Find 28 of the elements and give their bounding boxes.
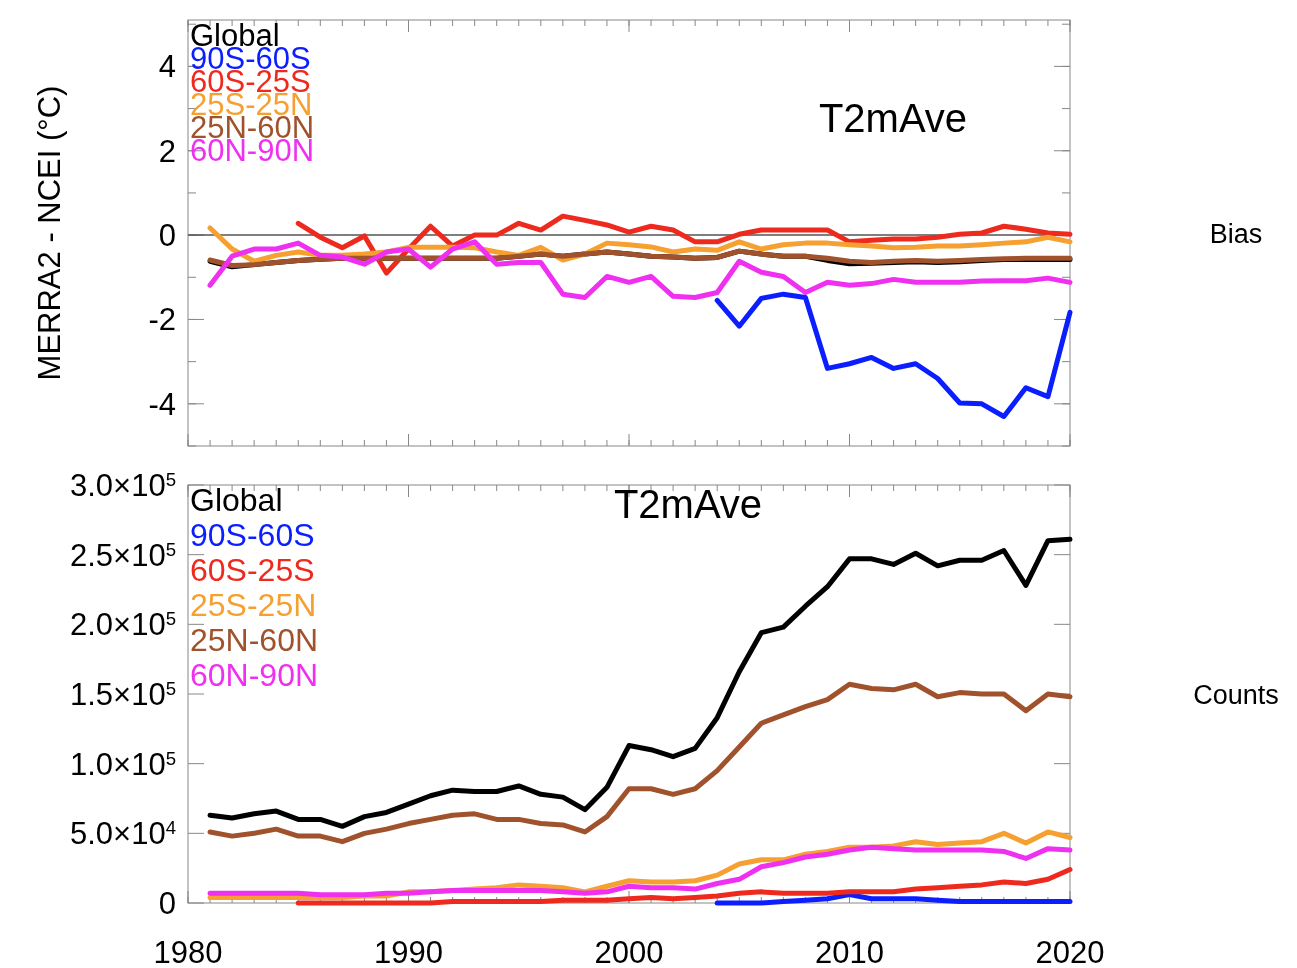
y-tick-label: -4: [148, 386, 176, 422]
text: Counts: [1193, 680, 1279, 710]
x-tick-label: 2000: [594, 935, 664, 968]
x-tick-label: 2020: [1035, 935, 1105, 968]
x-tick-label: 2010: [815, 935, 884, 968]
y-tick-label: 2: [158, 133, 176, 169]
text: 90S-60S: [190, 517, 315, 553]
y-tick-label: 1.0×10$^{5}$: [69, 746, 176, 782]
text: T2mAve: [818, 96, 968, 140]
y-axis-title: MERRA2 - NCEI (°C): [32, 85, 67, 381]
text: Bias: [1209, 219, 1263, 249]
text: Global: [190, 482, 283, 518]
y-tick-label: 0: [158, 217, 176, 253]
y-tick-label: 1.5×10$^{5}$: [69, 676, 176, 712]
y-tick-label: 0: [158, 885, 176, 921]
text: 60N-90N: [190, 657, 319, 693]
chart-title: T2mAve: [613, 482, 763, 526]
y-tick-label: 2.5×10$^{5}$: [69, 537, 176, 573]
text: 25N-60N: [190, 622, 319, 658]
y-tick-label: 3.0×10$^{5}$: [69, 467, 176, 503]
x-tick-label: 1980: [153, 935, 223, 968]
text: 25S-25N: [190, 587, 317, 623]
y-tick-label: -2: [148, 302, 176, 338]
text: 60S-25S: [190, 552, 315, 588]
y-tick-label: 2.0×10$^{5}$: [69, 607, 176, 643]
y-tick-label: 4: [158, 49, 176, 85]
x-tick-label: 1990: [374, 935, 443, 968]
y-tick-label: 5.0×10$^{4}$: [69, 816, 176, 852]
